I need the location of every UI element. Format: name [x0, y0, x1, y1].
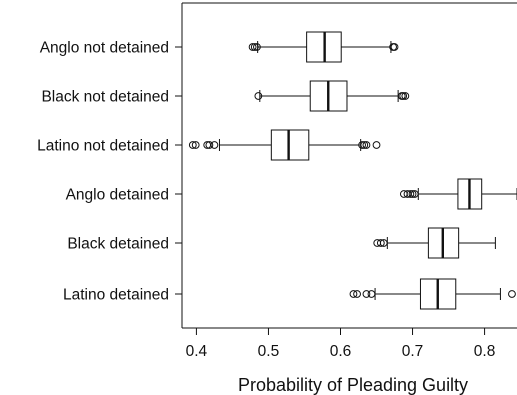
- outlier-anglo-detained: [410, 190, 419, 198]
- outlier-latino-detained: [349, 290, 358, 298]
- outlier-anglo-detained: [408, 190, 417, 198]
- outlier-black-not-detained: [399, 92, 408, 100]
- outlier-latino-not-detained: [188, 141, 197, 149]
- category-label-anglo-not-detained: Anglo not detained: [40, 40, 169, 57]
- category-label-latino-detained: Latino detained: [63, 287, 169, 304]
- x-tick-label: 0.4: [186, 343, 208, 360]
- outlier-latino-not-detained: [362, 141, 371, 149]
- outlier-latino-not-detained: [360, 141, 369, 149]
- category-label-black-not-detained: Black not detained: [41, 89, 169, 106]
- outlier-anglo-not-detained: [390, 43, 399, 51]
- outlier-latino-detained: [362, 290, 371, 298]
- category-label-latino-not-detained: Latino not detained: [37, 138, 169, 155]
- outlier-latino-not-detained: [205, 141, 214, 149]
- category-label-anglo-detained: Anglo detained: [66, 187, 169, 204]
- box-latino-not-detained: [270, 129, 310, 161]
- outlier-anglo-not-detained: [253, 43, 261, 51]
- outlier-latino-not-detained: [372, 141, 381, 149]
- outlier-anglo-not-detained: [250, 43, 259, 51]
- outlier-black-detained: [376, 239, 385, 247]
- category-label-black-detained: Black detained: [67, 236, 169, 253]
- x-tick-label: 0.6: [330, 343, 352, 360]
- outlier-black-not-detained: [254, 92, 263, 100]
- x-tick-label: 0.8: [474, 343, 496, 360]
- outlier-black-not-detained: [401, 92, 410, 100]
- outlier-anglo-detained: [406, 190, 415, 198]
- outlier-anglo-not-detained: [248, 43, 257, 51]
- x-axis-label: Probability of Pleading Guilty: [238, 375, 468, 395]
- outlier-latino-not-detained: [358, 141, 367, 149]
- x-tick-label: 0.5: [258, 343, 280, 360]
- outlier-latino-detained: [353, 290, 361, 298]
- outlier-latino-detained: [367, 290, 376, 298]
- outlier-latino-not-detained: [191, 141, 200, 149]
- x-tick-label: 0.7: [402, 343, 424, 360]
- outlier-latino-detained: [508, 290, 516, 298]
- outlier-black-detained: [379, 239, 388, 247]
- outlier-latino-not-detained: [210, 141, 219, 149]
